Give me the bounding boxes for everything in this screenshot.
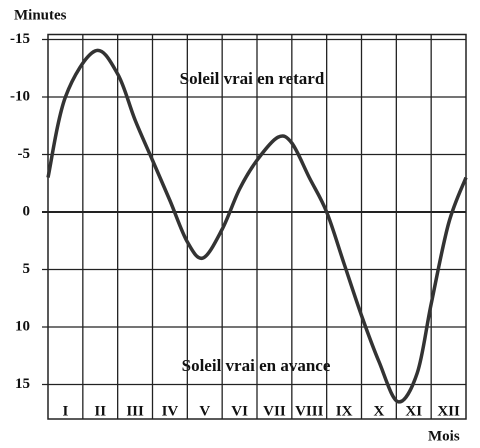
x-tick-label: VI — [231, 403, 248, 419]
y-tick-label: -5 — [18, 146, 31, 162]
x-tick-label: XII — [437, 403, 460, 419]
annotation: Soleil vrai en avance — [182, 356, 331, 375]
x-tick-label: II — [94, 403, 106, 419]
y-tick-label: 5 — [23, 261, 31, 277]
y-tick-label: 10 — [15, 318, 30, 334]
y-axis-label: Minutes — [14, 7, 67, 23]
annotation: Soleil vrai en retard — [180, 69, 325, 88]
x-tick-label: IX — [336, 403, 353, 419]
y-tick-label: -15 — [10, 31, 30, 47]
x-tick-label: VIII — [295, 403, 324, 419]
equation-line — [46, 48, 468, 404]
x-axis-label: Mois — [428, 428, 460, 444]
x-tick-label: IV — [162, 403, 179, 419]
y-tick-label: 15 — [15, 376, 30, 392]
y-tick-label: -10 — [10, 88, 30, 104]
y-tick-label: 0 — [23, 203, 31, 219]
x-tick-label: III — [126, 403, 144, 419]
x-tick-label: XI — [405, 403, 422, 419]
x-tick-label: V — [199, 403, 210, 419]
x-tick-label: VII — [263, 403, 286, 419]
x-tick-label: X — [373, 403, 384, 419]
x-tick-label: I — [62, 403, 68, 419]
